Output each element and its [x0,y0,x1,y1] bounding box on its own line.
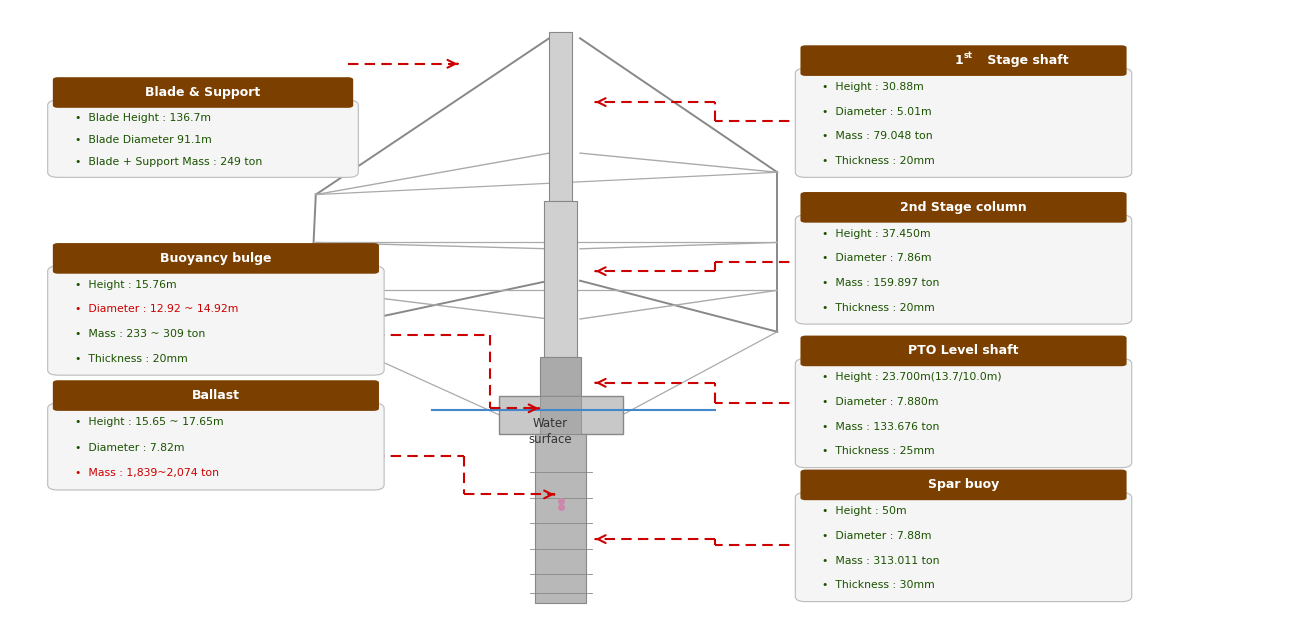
FancyBboxPatch shape [53,380,379,411]
Text: •  Diameter : 5.01m: • Diameter : 5.01m [822,107,932,117]
FancyBboxPatch shape [800,336,1127,366]
FancyBboxPatch shape [795,359,1132,468]
FancyBboxPatch shape [540,357,581,402]
Text: Buoyancy bulge: Buoyancy bulge [160,252,272,265]
FancyBboxPatch shape [499,396,623,434]
Text: •  Mass : 133.676 ton: • Mass : 133.676 ton [822,422,940,432]
FancyBboxPatch shape [53,243,379,274]
FancyBboxPatch shape [795,215,1132,324]
Text: •  Height : 30.88m: • Height : 30.88m [822,82,924,92]
FancyBboxPatch shape [53,77,353,108]
Text: •  Blade + Support Mass : 249 ton: • Blade + Support Mass : 249 ton [75,157,262,167]
FancyBboxPatch shape [540,396,581,434]
Text: •  Diameter : 7.880m: • Diameter : 7.880m [822,397,938,407]
Text: •  Thickness : 30mm: • Thickness : 30mm [822,581,935,590]
Text: •  Mass : 313.011 ton: • Mass : 313.011 ton [822,556,940,566]
FancyBboxPatch shape [48,266,384,375]
FancyBboxPatch shape [48,403,384,490]
Text: Blade & Support: Blade & Support [146,86,260,99]
Text: •  Mass : 1,839~2,074 ton: • Mass : 1,839~2,074 ton [75,468,219,478]
FancyBboxPatch shape [544,201,577,357]
Text: •  Height : 50m: • Height : 50m [822,506,907,516]
Text: •  Height : 37.450m: • Height : 37.450m [822,228,931,239]
FancyBboxPatch shape [48,100,358,177]
Text: •  Blade Diameter 91.1m: • Blade Diameter 91.1m [75,135,211,145]
Text: •  Thickness : 25mm: • Thickness : 25mm [822,447,935,456]
Text: 2nd Stage column: 2nd Stage column [900,201,1027,214]
Text: •  Mass : 233 ~ 309 ton: • Mass : 233 ~ 309 ton [75,329,205,339]
Text: •  Height : 15.65 ~ 17.65m: • Height : 15.65 ~ 17.65m [75,417,223,427]
Text: •  Diameter : 7.88m: • Diameter : 7.88m [822,531,932,541]
FancyBboxPatch shape [800,470,1127,500]
Text: •  Thickness : 20mm: • Thickness : 20mm [822,156,935,166]
Text: Stage shaft: Stage shaft [982,54,1069,67]
Text: •  Mass : 79.048 ton: • Mass : 79.048 ton [822,131,933,142]
Text: •  Height : 15.76m: • Height : 15.76m [75,279,177,290]
Text: •  Thickness : 20mm: • Thickness : 20mm [75,354,187,364]
Text: Ballast: Ballast [192,389,240,402]
Text: •  Thickness : 20mm: • Thickness : 20mm [822,303,935,313]
FancyBboxPatch shape [800,45,1127,76]
Text: •  Height : 23.700m(13.7/10.0m): • Height : 23.700m(13.7/10.0m) [822,372,1002,382]
Text: •  Diameter : 7.82m: • Diameter : 7.82m [75,443,184,453]
Text: Spar buoy: Spar buoy [928,478,999,491]
Text: PTO Level shaft: PTO Level shaft [909,345,1018,357]
FancyBboxPatch shape [795,68,1132,177]
Text: •  Diameter : 12.92 ~ 14.92m: • Diameter : 12.92 ~ 14.92m [75,304,238,315]
Text: •  Diameter : 7.86m: • Diameter : 7.86m [822,253,932,263]
Text: •  Blade Height : 136.7m: • Blade Height : 136.7m [75,112,211,122]
Text: st: st [963,51,972,60]
FancyBboxPatch shape [535,434,586,603]
Text: •  Mass : 159.897 ton: • Mass : 159.897 ton [822,278,940,288]
Text: 1: 1 [955,54,963,67]
Text: Water
surface: Water surface [528,417,572,446]
FancyBboxPatch shape [800,192,1127,223]
FancyBboxPatch shape [795,493,1132,602]
FancyBboxPatch shape [549,32,572,201]
